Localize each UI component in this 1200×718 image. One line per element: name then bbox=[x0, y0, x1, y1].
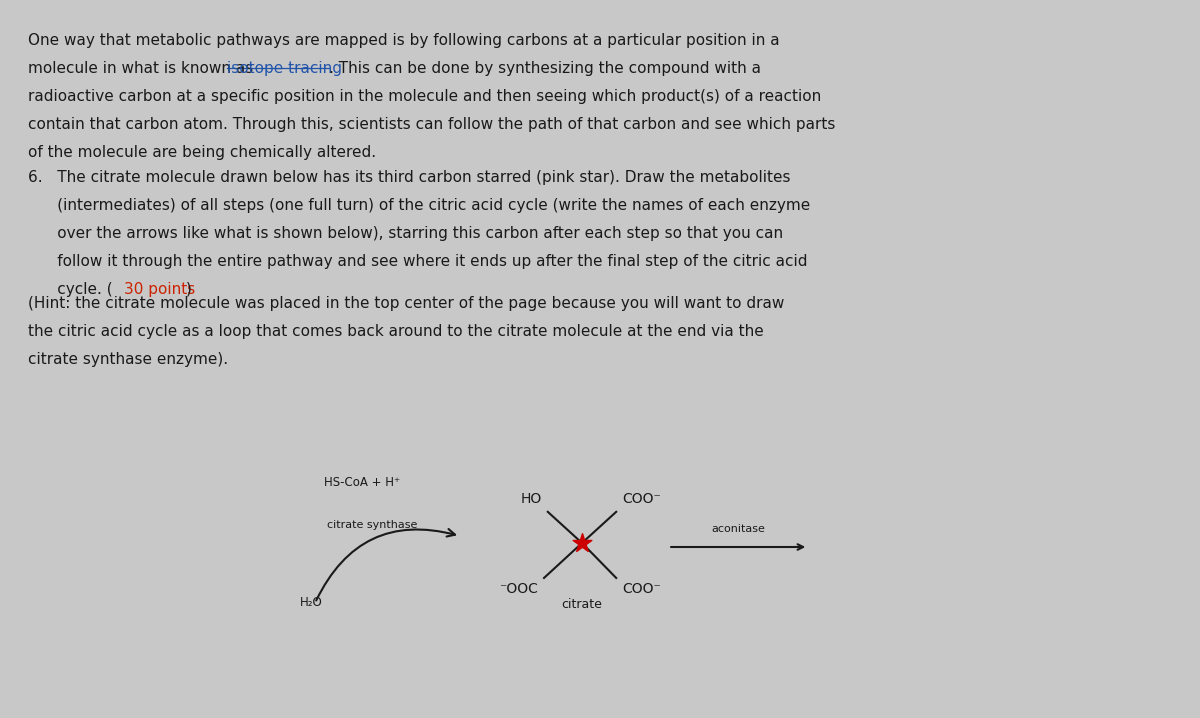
Text: COO⁻: COO⁻ bbox=[622, 492, 661, 506]
Text: radioactive carbon at a specific position in the molecule and then seeing which : radioactive carbon at a specific positio… bbox=[28, 89, 821, 104]
Text: isotope tracing: isotope tracing bbox=[227, 61, 342, 76]
Text: contain that carbon atom. Through this, scientists can follow the path of that c: contain that carbon atom. Through this, … bbox=[28, 117, 835, 132]
Text: citrate: citrate bbox=[562, 598, 602, 611]
Text: the citric acid cycle as a loop that comes back around to the citrate molecule a: the citric acid cycle as a loop that com… bbox=[28, 324, 763, 339]
Text: molecule in what is known as: molecule in what is known as bbox=[28, 61, 258, 76]
Text: ): ) bbox=[186, 282, 192, 297]
Text: of the molecule are being chemically altered.: of the molecule are being chemically alt… bbox=[28, 145, 376, 160]
Text: 30 points: 30 points bbox=[124, 282, 196, 297]
Text: . This can be done by synthesizing the compound with a: . This can be done by synthesizing the c… bbox=[329, 61, 762, 76]
Text: 6.   The citrate molecule drawn below has its third carbon starred (pink star). : 6. The citrate molecule drawn below has … bbox=[28, 170, 791, 185]
Text: aconitase: aconitase bbox=[712, 524, 766, 534]
Text: citrate synthase enzyme).: citrate synthase enzyme). bbox=[28, 352, 228, 367]
Text: (intermediates) of all steps (one full turn) of the citric acid cycle (write the: (intermediates) of all steps (one full t… bbox=[28, 198, 810, 213]
Text: follow it through the entire pathway and see where it ends up after the final st: follow it through the entire pathway and… bbox=[28, 254, 808, 269]
Text: cycle. (: cycle. ( bbox=[28, 282, 113, 297]
Text: H₂O: H₂O bbox=[300, 596, 323, 609]
Text: HS-CoA + H⁺: HS-CoA + H⁺ bbox=[324, 476, 400, 489]
Point bbox=[572, 537, 592, 549]
Text: ⁻OOC: ⁻OOC bbox=[499, 582, 538, 596]
Text: COO⁻: COO⁻ bbox=[622, 582, 661, 596]
Text: One way that metabolic pathways are mapped is by following carbons at a particul: One way that metabolic pathways are mapp… bbox=[28, 33, 780, 48]
Text: citrate synthase: citrate synthase bbox=[326, 520, 418, 530]
Text: (Hint: the citrate molecule was placed in the top center of the page because you: (Hint: the citrate molecule was placed i… bbox=[28, 296, 785, 311]
FancyArrowPatch shape bbox=[316, 529, 455, 600]
Text: over the arrows like what is shown below), starring this carbon after each step : over the arrows like what is shown below… bbox=[28, 226, 784, 241]
Text: HO: HO bbox=[521, 492, 542, 506]
